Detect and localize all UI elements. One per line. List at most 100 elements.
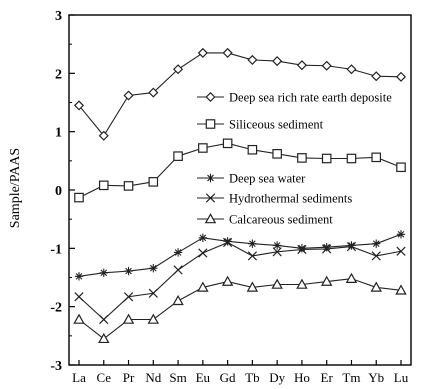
y-tick-label: -1	[50, 242, 62, 257]
data-point	[173, 248, 183, 257]
data-point	[73, 100, 85, 111]
x-tick-label: Gd	[220, 370, 236, 385]
data-point	[246, 281, 259, 292]
data-point	[370, 281, 382, 292]
data-point	[297, 153, 307, 163]
data-point	[345, 272, 358, 283]
data-point	[198, 248, 208, 258]
data-point	[73, 313, 85, 324]
legend-entry: Deep sea water	[197, 172, 306, 186]
data-point	[197, 281, 209, 292]
data-point	[272, 149, 282, 159]
legend-label: Deep sea rich rate earth deposite	[229, 91, 392, 105]
data-point	[296, 278, 308, 289]
data-point	[148, 87, 159, 98]
plot-frame	[68, 14, 412, 366]
legend: Deep sea rich rate earth deposite Siliceo…	[197, 91, 392, 227]
x-tick-label: La	[72, 370, 86, 385]
x-tick-label: Ce	[97, 370, 112, 385]
legend-label: Hydrothermal sediments	[229, 192, 352, 206]
data-point	[296, 60, 307, 71]
legend-entry: Deep sea rich rate earth deposite	[197, 91, 392, 105]
data-point	[98, 332, 110, 344]
data-point	[371, 152, 382, 163]
legend-entry: Calcareous sediment	[197, 213, 333, 227]
legend-marker	[205, 193, 216, 203]
data-point	[98, 180, 109, 191]
legend-marker	[206, 173, 215, 183]
data-point	[321, 153, 332, 164]
y-tick-label: 1	[55, 126, 62, 141]
data-point	[123, 90, 134, 101]
data-point	[223, 237, 232, 246]
x-tick-label: Er	[321, 370, 334, 385]
series-line	[78, 278, 402, 340]
data-point	[99, 268, 108, 278]
x-axis: La Ce Pr Nd Sm Eu Gd Tb Dy Ho Er Tm Yb Lu	[72, 360, 409, 385]
data-point	[124, 266, 133, 276]
x-tick-label: Sm	[169, 370, 186, 385]
series-layer	[73, 47, 407, 344]
series-0	[73, 47, 407, 141]
data-point	[197, 47, 208, 58]
x-tick-label: Lu	[394, 370, 409, 385]
data-point	[320, 275, 333, 286]
x-tick-label: Tb	[245, 370, 259, 385]
data-point	[371, 251, 381, 261]
data-point	[148, 288, 158, 298]
data-point	[395, 71, 407, 82]
data-point	[98, 130, 109, 141]
legend-marker	[204, 213, 217, 224]
x-tick-label: Ho	[294, 370, 310, 385]
data-point	[123, 181, 134, 191]
data-point	[74, 292, 84, 302]
data-point	[222, 47, 233, 58]
series-line	[78, 241, 402, 321]
legend-label: Siliceous sediment	[229, 118, 324, 132]
legend-entry: Siliceous sediment	[197, 118, 324, 132]
data-point	[396, 246, 406, 256]
data-point	[396, 162, 406, 173]
data-point	[99, 314, 109, 325]
y-tick-label: -3	[50, 359, 62, 374]
data-point	[372, 239, 381, 248]
y-tick-label: 0	[55, 184, 62, 199]
data-point	[396, 230, 406, 239]
x-tick-label: Eu	[196, 370, 211, 385]
legend-marker	[205, 119, 216, 129]
data-point	[221, 275, 234, 286]
data-point	[297, 244, 307, 253]
x-tick-label: Nd	[145, 370, 161, 385]
data-point	[74, 272, 84, 281]
data-point	[247, 251, 258, 261]
data-point	[247, 54, 258, 65]
y-tick-label: 2	[55, 67, 62, 82]
legend-entry: Hydrothermal sediments	[197, 192, 352, 206]
series-4	[73, 272, 407, 344]
data-point	[347, 241, 356, 250]
data-point	[346, 241, 357, 252]
data-point	[74, 192, 84, 203]
data-point	[321, 60, 332, 71]
x-tick-label: Yb	[368, 370, 384, 385]
legend-label: Calcareous sediment	[229, 213, 333, 227]
data-point	[272, 247, 282, 257]
data-point	[272, 56, 283, 67]
data-point	[172, 294, 184, 306]
data-point	[222, 237, 233, 248]
data-point	[346, 64, 357, 75]
data-point	[222, 138, 233, 149]
legend-marker	[205, 91, 216, 103]
y-axis-label: Sample/PAAS	[8, 148, 23, 228]
legend-label: Deep sea water	[229, 172, 306, 186]
data-point	[149, 263, 158, 273]
data-point	[123, 292, 134, 302]
data-point	[371, 71, 382, 82]
data-point	[198, 233, 208, 243]
data-point	[395, 284, 407, 295]
series-1	[74, 138, 406, 203]
data-point	[147, 313, 160, 324]
data-point	[248, 239, 257, 248]
data-point	[272, 241, 282, 250]
